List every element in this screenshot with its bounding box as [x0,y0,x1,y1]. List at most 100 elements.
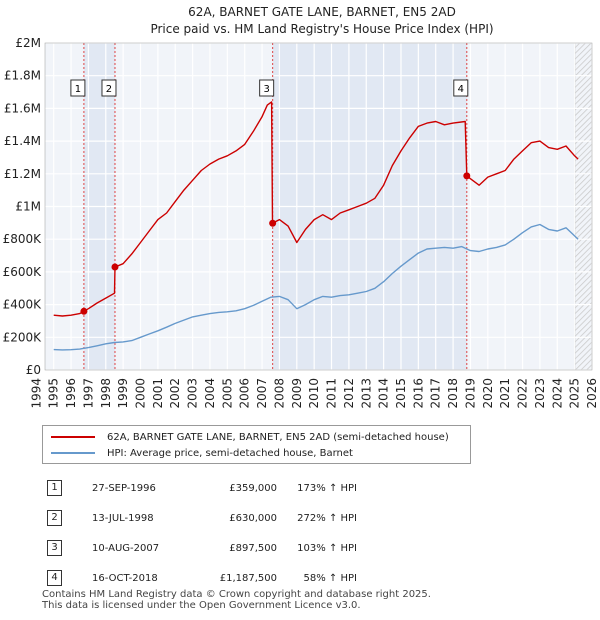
y-tick-label: £1.8M [4,69,41,83]
legend-label-hpi: HPI: Average price, semi-detached house,… [107,447,353,459]
x-tick-label: 2013 [359,378,373,409]
x-tick-label: 2012 [342,378,356,409]
sale-2-marker: 2 [101,79,117,97]
transaction-row: 2 13-JUL-1998 £630,000 272% ↑ HPI [42,503,357,533]
x-tick-label: 2015 [394,378,408,409]
legend-swatch-hpi [51,452,95,454]
transaction-hpi: 173% ↑ HPI [297,482,357,494]
sale-3-marker: 3 [259,79,275,97]
chart-legend: 62A, BARNET GATE LANE, BARNET, EN5 2AD (… [42,425,471,464]
legend-swatch-property [51,436,95,438]
x-tick-label: 2001 [151,378,165,409]
y-tick-label: £1.2M [4,167,41,181]
transaction-number: 3 [42,533,92,563]
y-tick-label: £1M [15,200,41,214]
sale-2-point [111,263,119,271]
y-tick-label: £600K [3,265,43,279]
x-tick-label: 1997 [81,378,95,409]
x-tick-label: 2004 [203,378,217,409]
x-tick-label: 2016 [411,378,425,409]
sale-1-label: 1 [75,84,81,95]
sale-2-box [101,79,117,97]
transaction-date: 13-JUL-1998 [92,512,154,524]
x-tick-label: 2023 [533,378,547,409]
transaction-date: 16-OCT-2018 [92,572,158,584]
price-chart: 62A, BARNET GATE LANE, BARNET, EN5 2AD P… [3,5,599,409]
transaction-number: 4 [42,563,92,593]
footer-licence: This data is licensed under the Open Gov… [42,600,361,611]
property-series-line [53,101,579,317]
sale-4-label: 4 [458,84,464,95]
transaction-date: 27-SEP-1996 [92,482,156,494]
transaction-hpi: 103% ↑ HPI [297,542,357,554]
x-tick-label: 2010 [307,378,321,409]
x-tick-label: 2014 [377,378,391,409]
x-tick-label: 2006 [238,378,252,409]
y-tick-label: £1.6M [4,101,41,115]
x-tick-label: 2024 [550,378,564,409]
sale-4-box [453,79,469,97]
y-tick-label: £200K [3,330,43,344]
transaction-price: £359,000 [229,482,277,494]
y-tick-label: £800K [3,232,43,246]
y-tick-label: £1.4M [4,134,41,148]
x-tick-label: 2008 [272,378,286,409]
transaction-row: 3 10-AUG-2007 £897,500 103% ↑ HPI [42,533,357,563]
legend-label-property: 62A, BARNET GATE LANE, BARNET, EN5 2AD (… [107,431,449,443]
y-tick-label: £400K [3,298,43,312]
x-tick-label: 2003 [186,378,200,409]
y-tick-label: £0 [26,363,41,377]
transaction-number-box: 4 [47,570,62,586]
transaction-row: 1 27-SEP-1996 £359,000 173% ↑ HPI [42,473,357,503]
legend-item-property: 62A, BARNET GATE LANE, BARNET, EN5 2AD (… [51,430,449,444]
transaction-number-box: 2 [47,510,62,526]
x-tick-label: 2005 [220,378,234,409]
sale-3-box [259,79,275,97]
sale-1-box [70,79,86,97]
x-tick-label: 2009 [290,378,304,409]
x-tick-label: 2020 [481,378,495,409]
x-tick-label: 1994 [29,378,43,409]
sale-1-marker: 1 [70,79,86,97]
transaction-number-box: 3 [47,540,62,556]
x-tick-label: 1999 [116,378,130,409]
transaction-price: £1,187,500 [219,572,277,584]
x-tick-label: 1996 [64,378,78,409]
sale-4-point [463,172,471,180]
transaction-price: £630,000 [229,512,277,524]
x-tick-label: 2011 [325,378,339,409]
x-tick-label: 2026 [585,378,599,409]
x-tick-label: 1995 [47,378,61,409]
sale-3-label: 3 [263,84,269,95]
transactions-table: 1 27-SEP-1996 £359,000 173% ↑ HPI 2 13-JUL-19… [42,473,357,593]
x-tick-label: 2019 [463,378,477,409]
transaction-number-box: 1 [47,480,62,496]
plot-frame [44,42,593,371]
x-tick-label: 2007 [255,378,269,409]
x-tick-label: 2025 [568,378,582,409]
transaction-hpi: 272% ↑ HPI [297,512,357,524]
sale-1-point [80,307,88,315]
transaction-hpi: 58% ↑ HPI [303,572,357,584]
x-tick-label: 2018 [446,378,460,409]
transaction-price: £897,500 [229,542,277,554]
sale-2-label: 2 [106,84,112,95]
legend-item-hpi: HPI: Average price, semi-detached house,… [51,446,353,460]
transaction-date: 10-AUG-2007 [92,542,160,554]
x-tick-label: 2002 [168,378,182,409]
sale-3-point [269,219,277,227]
x-tick-label: 2017 [429,378,443,409]
transaction-number: 2 [42,503,92,533]
x-tick-label: 2000 [134,378,148,409]
footer-copyright: Contains HM Land Registry data © Crown c… [42,589,431,600]
footer-notice: Contains HM Land Registry data © Crown c… [42,589,431,611]
y-tick-label: £2M [15,36,41,50]
hpi-series-line [53,223,579,351]
x-tick-label: 1998 [99,378,113,409]
chart-title: 62A, BARNET GATE LANE, BARNET, EN5 2AD [188,5,456,19]
sale-4-marker: 4 [453,79,469,97]
transaction-row: 4 16-OCT-2018 £1,187,500 58% ↑ HPI [42,563,357,593]
chart-subtitle: Price paid vs. HM Land Registry's House … [150,22,493,36]
transaction-number: 1 [42,473,92,503]
x-tick-label: 2021 [498,378,512,409]
